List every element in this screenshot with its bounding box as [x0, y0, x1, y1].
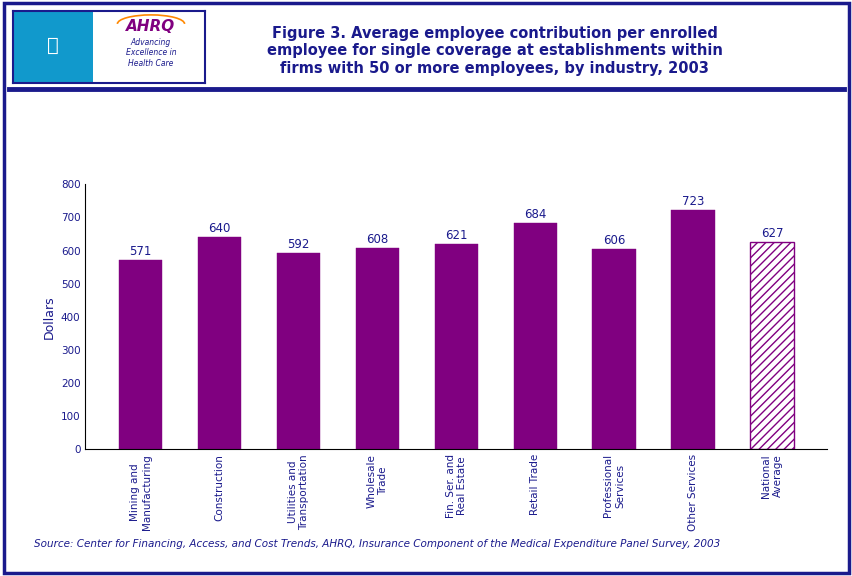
Bar: [13, 11, 94, 83]
Text: 606: 606: [602, 234, 625, 247]
Bar: [355, 248, 399, 449]
Bar: [592, 249, 635, 449]
Y-axis label: Dollars: Dollars: [43, 295, 55, 339]
Bar: [671, 210, 714, 449]
Text: 608: 608: [366, 233, 389, 246]
Text: 627: 627: [760, 226, 782, 240]
Bar: [119, 260, 162, 449]
Text: Figure 3. Average employee contribution per enrolled
employee for single coverag: Figure 3. Average employee contribution …: [267, 26, 722, 75]
Text: 723: 723: [681, 195, 704, 208]
Text: 684: 684: [523, 208, 546, 221]
Text: 🦅: 🦅: [47, 36, 59, 55]
Bar: [513, 223, 556, 449]
Bar: [198, 237, 241, 449]
Text: AHRQ: AHRQ: [126, 19, 176, 35]
Text: 621: 621: [445, 229, 467, 241]
Text: Advancing
Excellence in
Health Care: Advancing Excellence in Health Care: [125, 38, 176, 67]
Bar: [750, 241, 792, 449]
Bar: [277, 253, 320, 449]
Bar: [435, 244, 477, 449]
Text: 571: 571: [130, 245, 152, 258]
Text: Source: Center for Financing, Access, and Cost Trends, AHRQ, Insurance Component: Source: Center for Financing, Access, an…: [34, 539, 720, 550]
Text: 592: 592: [287, 238, 309, 251]
Text: 640: 640: [208, 222, 231, 236]
